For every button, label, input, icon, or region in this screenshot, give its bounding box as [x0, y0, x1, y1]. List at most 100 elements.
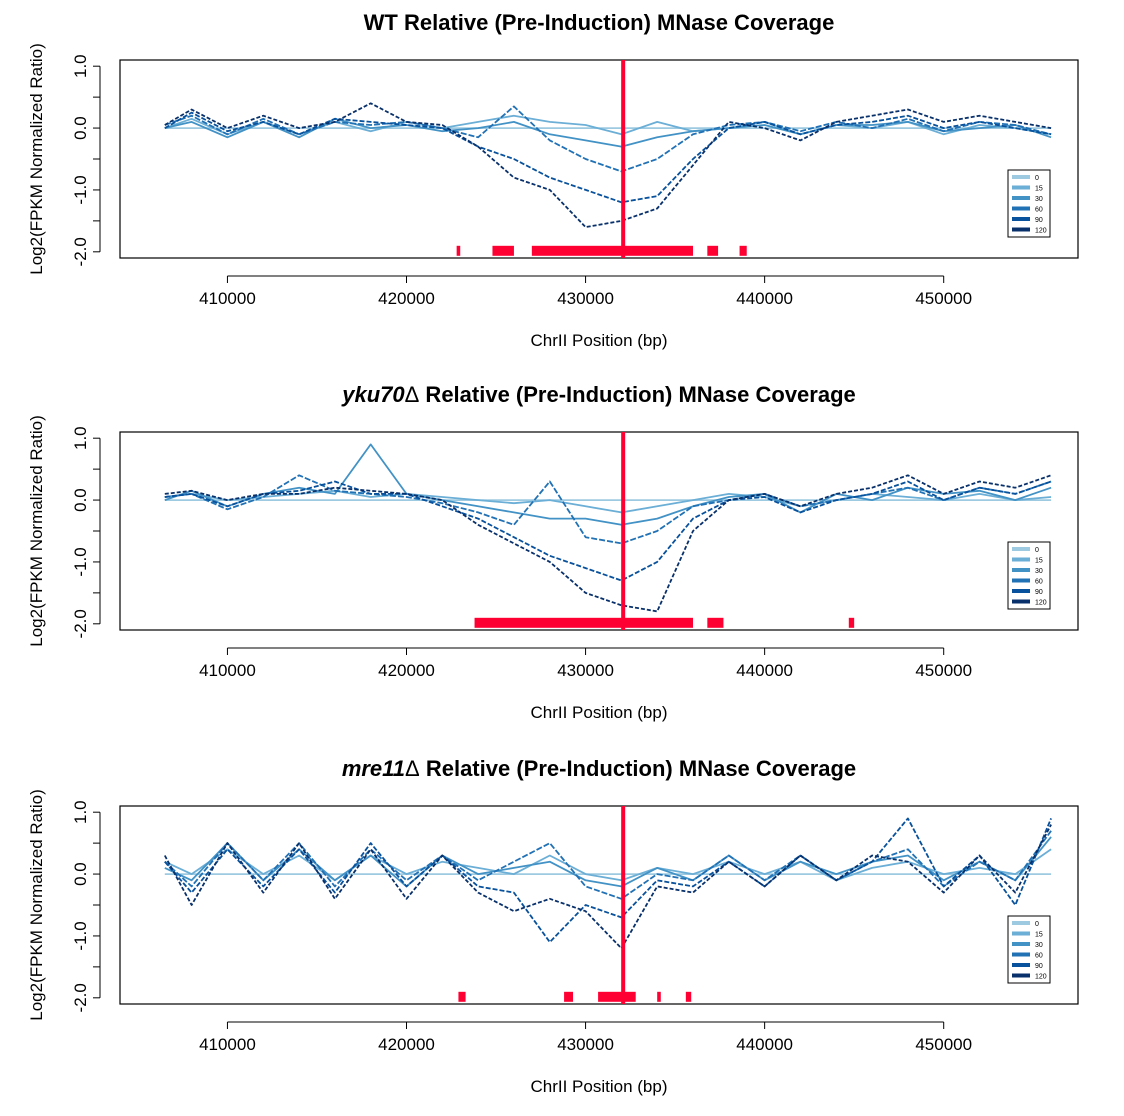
x-tick-label: 440000	[736, 661, 793, 680]
resected-segment	[492, 245, 514, 256]
legend: 0 15 30 60 90 120	[1007, 169, 1051, 238]
x-tick-label: 420000	[378, 1035, 435, 1054]
legend-label: 120	[1035, 974, 1047, 981]
y-tick-label: -1.0	[71, 547, 90, 576]
y-tick-label: 0.0	[71, 488, 90, 512]
title-gene: mre11	[342, 756, 405, 781]
legend: 0 15 30 60 90 120	[1007, 915, 1051, 984]
y-tick-label: 0.0	[71, 116, 90, 140]
resected-segment	[657, 991, 661, 1002]
resected-segment	[707, 245, 719, 256]
legend-label: 0	[1035, 921, 1039, 928]
series-line-120	[164, 102, 1052, 228]
y-tick-label: 1.0	[71, 800, 90, 824]
plot-frame	[119, 59, 1079, 259]
series-line-90	[164, 111, 1052, 204]
x-axis-label: ChrII Position (bp)	[531, 703, 668, 722]
chart-panel-1: WT Relative (Pre-Induction) MNase Covera…	[27, 10, 1079, 350]
y-tick-label: -2.0	[71, 983, 90, 1012]
legend-label: 0	[1035, 175, 1039, 182]
legend-label: 30	[1035, 568, 1043, 575]
x-tick-label: 420000	[378, 289, 435, 308]
series-line-15	[164, 848, 1052, 882]
legend-label: 60	[1035, 207, 1043, 214]
series-line-30	[164, 443, 1052, 526]
resected-segment	[739, 245, 747, 256]
legend-label: 90	[1035, 217, 1043, 224]
title-gene: yku70	[341, 382, 405, 407]
x-tick-label: 420000	[378, 661, 435, 680]
x-tick-label: 440000	[736, 289, 793, 308]
series-line-60	[164, 105, 1052, 173]
y-axis-label: Log2(FPKM Normalized Ratio)	[27, 415, 46, 646]
plot-frame	[119, 805, 1079, 1005]
chart-title: WT Relative (Pre-Induction) MNase Covera…	[364, 10, 835, 35]
x-tick-label: 440000	[736, 1035, 793, 1054]
resected-segment	[456, 245, 461, 256]
legend-label: 15	[1035, 558, 1043, 565]
resected-segment	[531, 245, 694, 256]
resected-segment	[848, 617, 855, 628]
resected-segment	[458, 991, 466, 1002]
series-line-120	[164, 474, 1052, 613]
x-tick-label: 430000	[557, 661, 614, 680]
series-line-90	[164, 817, 1052, 943]
x-tick-label: 410000	[199, 1035, 256, 1054]
chart-title: mre11Δ Relative (Pre-Induction) MNase Co…	[342, 756, 856, 781]
legend-label: 30	[1035, 196, 1043, 203]
legend-label: 0	[1035, 547, 1039, 554]
y-tick-label: 1.0	[71, 54, 90, 78]
series-line-60	[164, 474, 1052, 545]
series-line-15	[164, 489, 1052, 514]
legend-label: 15	[1035, 186, 1043, 193]
y-tick-label: -2.0	[71, 609, 90, 638]
series-line-90	[164, 480, 1052, 582]
y-axis-label: Log2(FPKM Normalized Ratio)	[27, 789, 46, 1020]
legend-label: 120	[1035, 600, 1047, 607]
legend-label: 30	[1035, 942, 1043, 949]
x-tick-label: 430000	[557, 289, 614, 308]
x-axis-label: ChrII Position (bp)	[531, 331, 668, 350]
legend-label: 60	[1035, 579, 1043, 586]
legend-label: 120	[1035, 228, 1047, 235]
x-tick-label: 450000	[915, 289, 972, 308]
legend-box	[1007, 541, 1051, 610]
chart-title: yku70Δ Relative (Pre-Induction) MNase Co…	[341, 382, 856, 407]
resected-segment	[685, 991, 692, 1002]
series-line-30	[164, 117, 1052, 148]
resected-segment	[598, 991, 636, 1002]
series-line-60	[164, 830, 1052, 900]
legend-label: 15	[1035, 932, 1043, 939]
x-axis-label: ChrII Position (bp)	[531, 1077, 668, 1096]
y-tick-label: 0.0	[71, 862, 90, 886]
x-tick-label: 410000	[199, 661, 256, 680]
title-text: Relative (Pre-Induction) MNase Coverage	[419, 382, 855, 407]
x-tick-label: 450000	[915, 1035, 972, 1054]
resected-segment	[707, 617, 724, 628]
chart-panel-3: mre11Δ Relative (Pre-Induction) MNase Co…	[27, 756, 1079, 1096]
legend-label: 60	[1035, 953, 1043, 960]
x-tick-label: 430000	[557, 1035, 614, 1054]
title-delta: Δ	[405, 756, 420, 781]
x-tick-label: 450000	[915, 661, 972, 680]
legend-box	[1007, 169, 1051, 238]
legend: 0 15 30 60 90 120	[1007, 541, 1051, 610]
resected-segment	[474, 617, 694, 628]
series-line-30	[164, 836, 1052, 888]
resected-segment	[564, 991, 574, 1002]
y-tick-label: -1.0	[71, 921, 90, 950]
y-tick-label: 1.0	[71, 426, 90, 450]
y-tick-label: -2.0	[71, 237, 90, 266]
legend-box	[1007, 915, 1051, 984]
y-tick-label: -1.0	[71, 175, 90, 204]
chart-panel-2: yku70Δ Relative (Pre-Induction) MNase Co…	[27, 382, 1079, 722]
plot-frame	[119, 431, 1079, 631]
series-line-120	[164, 824, 1052, 950]
title-delta: Δ	[405, 382, 420, 407]
y-axis-label: Log2(FPKM Normalized Ratio)	[27, 43, 46, 274]
title-text: WT Relative (Pre-Induction) MNase Covera…	[364, 10, 835, 35]
legend-label: 90	[1035, 963, 1043, 970]
x-tick-label: 410000	[199, 289, 256, 308]
title-text: Relative (Pre-Induction) MNase Coverage	[420, 756, 856, 781]
